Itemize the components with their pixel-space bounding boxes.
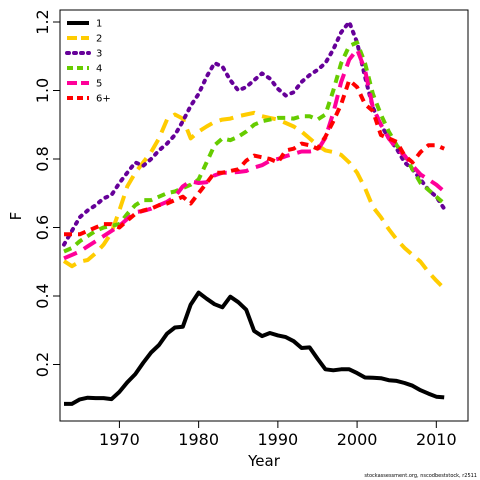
x-axis-title: Year: [247, 452, 281, 470]
legend-label: 6+: [96, 94, 111, 105]
y-tick-label: 0.8: [33, 146, 52, 171]
y-tick-label: 1.2: [33, 9, 52, 34]
series-line-5: [63, 47, 446, 261]
legend: 1 2 3 4 5 6+: [65, 19, 111, 105]
legend-label: 4: [96, 64, 102, 75]
footer-credit: stockassessment.org, nscodbeststock, r25…: [364, 473, 477, 479]
series-lines: [62, 20, 447, 406]
y-axis: 0.2 0.4 0.6 0.8 1.0 1.2: [33, 9, 60, 377]
x-axis: 1970 1980 1990 2000 2010: [99, 421, 457, 449]
legend-label: 5: [96, 79, 102, 90]
legend-label: 3: [96, 49, 102, 60]
x-tick-label: 1970: [99, 430, 140, 449]
x-tick-label: 1980: [178, 430, 219, 449]
series-line-2: [62, 110, 446, 290]
y-tick-label: 0.4: [33, 283, 52, 308]
plot-area-frame: [59, 9, 469, 422]
series-line-4: [63, 40, 446, 254]
legend-label: 1: [96, 19, 102, 30]
x-tick-label: 2000: [337, 430, 378, 449]
y-tick-label: 0.2: [33, 352, 52, 377]
y-axis-title: F: [7, 212, 25, 221]
series-line-1: [64, 290, 445, 406]
series-line-6: [64, 78, 445, 237]
legend-label: 2: [96, 34, 102, 45]
y-tick-label: 1.0: [33, 78, 52, 103]
x-tick-label: 2010: [416, 430, 457, 449]
y-tick-label: 0.6: [33, 215, 52, 240]
x-tick-label: 1990: [258, 430, 299, 449]
